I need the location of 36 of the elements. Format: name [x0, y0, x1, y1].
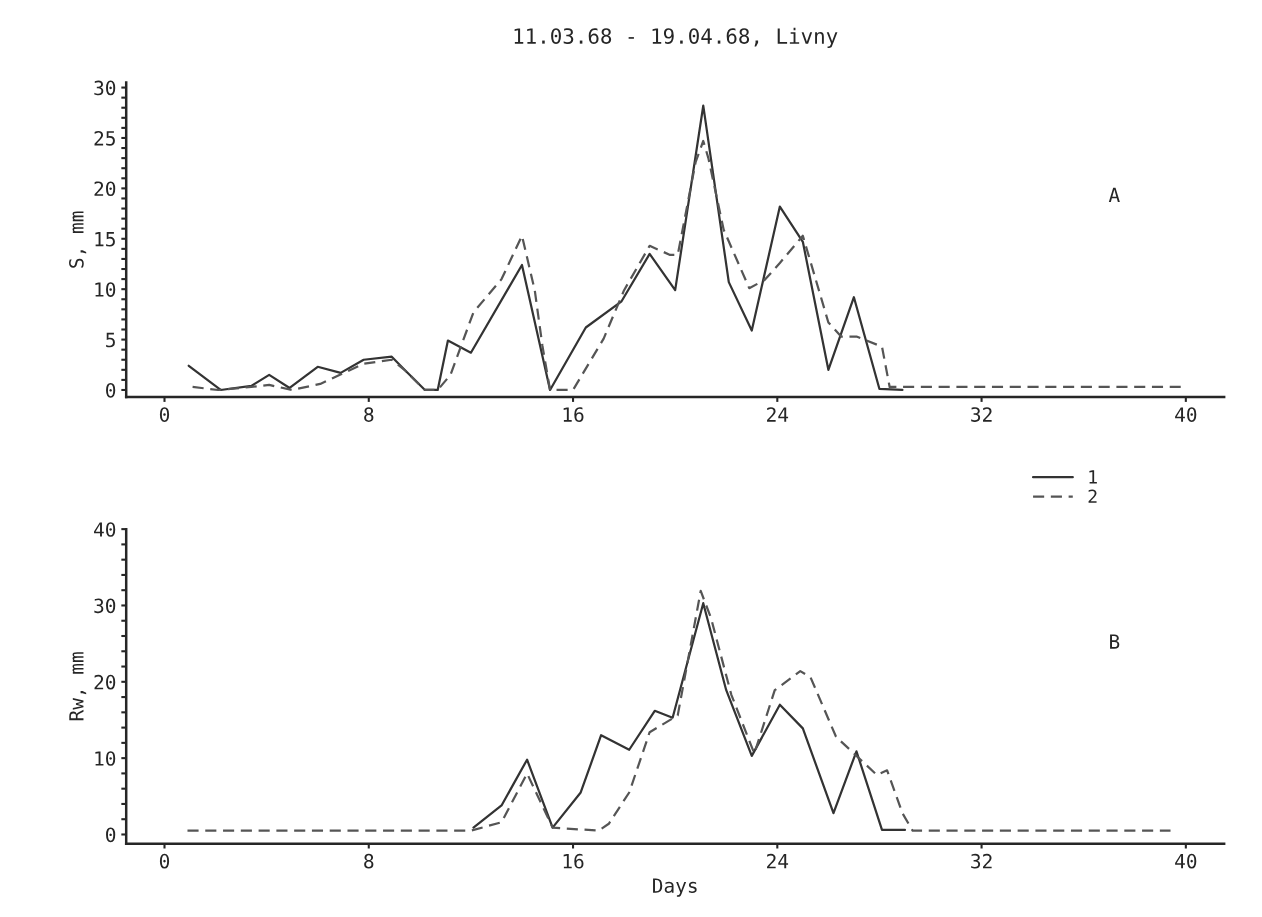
y-tick-label: 10 [95, 282, 116, 297]
x-tick-label: 16 [563, 407, 584, 422]
x-tick-label: 40 [1175, 407, 1197, 422]
x-tick-label: 0 [159, 407, 170, 422]
annotation: B [1110, 634, 1120, 649]
x-tick-label: 8 [364, 853, 374, 869]
legend-label: 1 [1089, 470, 1097, 484]
y-tick-label: 30 [94, 80, 116, 96]
x-tick-label: 0 [159, 853, 170, 869]
y-tick-label: 5 [106, 332, 115, 348]
y-tick-label: 0 [106, 382, 116, 398]
x-tick-label: 8 [364, 407, 374, 422]
y-tick-label: 25 [94, 130, 115, 146]
line-series [472, 602, 907, 832]
y-tick-label: 30 [94, 598, 116, 614]
y-axis-title: Rw, mm [69, 652, 87, 721]
y-tick-label: 20 [94, 674, 116, 690]
x-tick-label: 16 [563, 853, 584, 869]
line-series [191, 139, 1182, 392]
x-tick-label: 32 [971, 853, 992, 869]
legend-label: 2 [1088, 489, 1097, 503]
x-tick-label: 24 [767, 407, 789, 422]
x-tick-label: 32 [971, 407, 992, 422]
y-tick-label: 0 [106, 827, 116, 843]
x-axis-title: Days [653, 878, 697, 897]
y-tick-label: 20 [94, 181, 116, 197]
line-series [186, 589, 1172, 832]
chart-title: 11.03.68 - 19.04.68, Livny [514, 27, 838, 48]
y-tick-label: 15 [95, 232, 115, 247]
x-tick-label: 40 [1175, 853, 1197, 869]
line-series [187, 104, 904, 392]
y-tick-label: 10 [95, 751, 116, 766]
annotation: A [1108, 187, 1120, 203]
x-tick-label: 24 [767, 853, 789, 869]
y-axis-title: S, mm [69, 211, 87, 268]
y-tick-label: 40 [94, 522, 116, 537]
